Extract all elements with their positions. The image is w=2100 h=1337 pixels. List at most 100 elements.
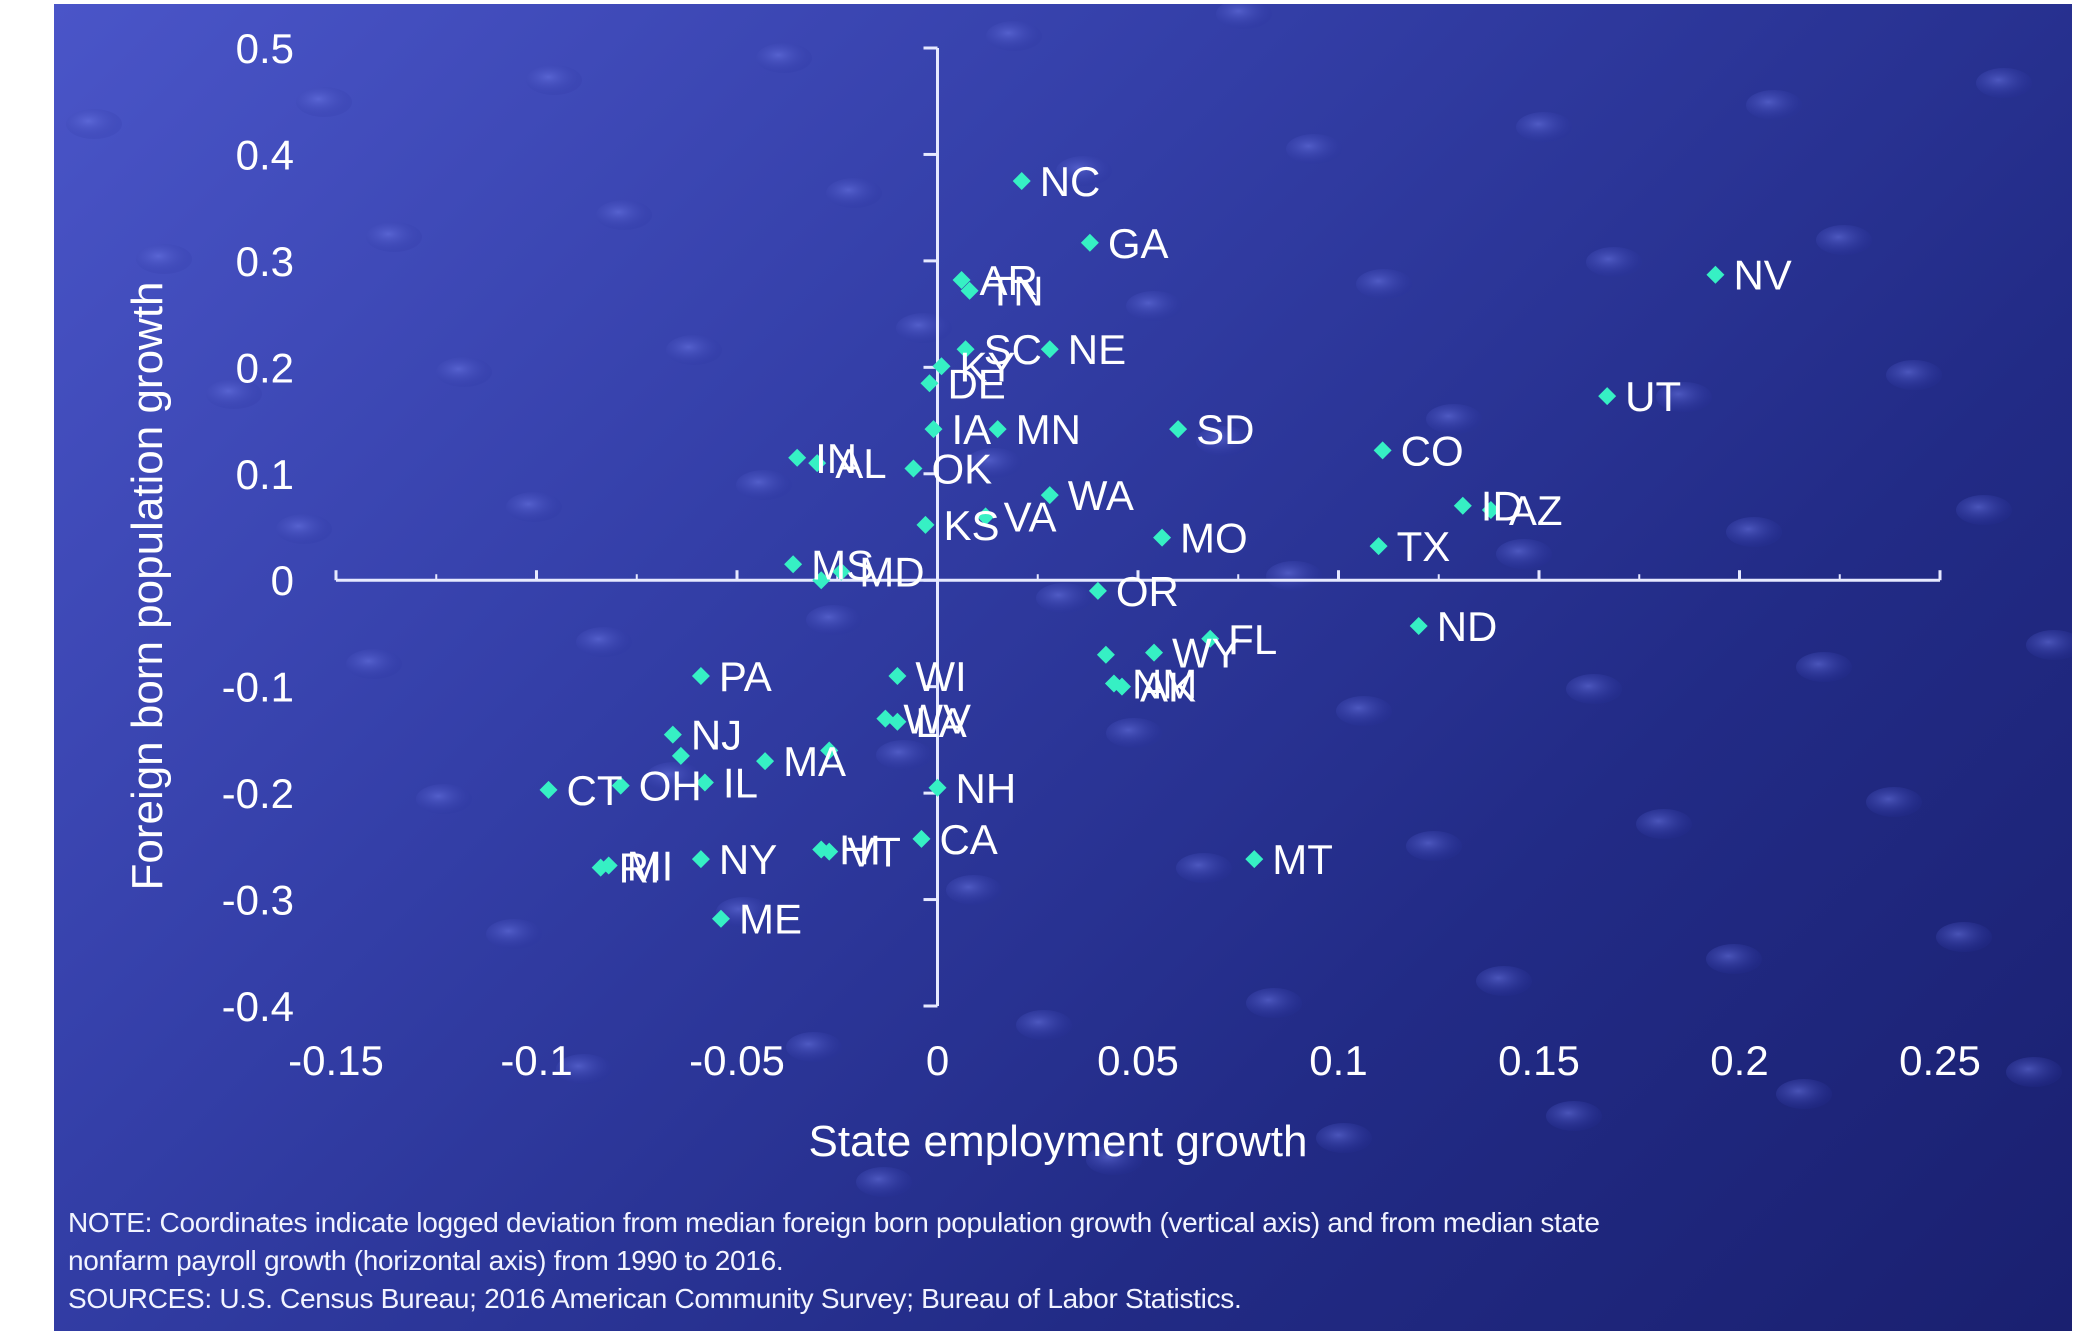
data-point-ok xyxy=(904,459,923,478)
x-tick-label: 0.05 xyxy=(1097,1037,1179,1084)
data-point-ne xyxy=(1040,340,1059,359)
data-point-ca xyxy=(912,829,931,848)
data-point-wi xyxy=(888,667,907,686)
y-tick-label: 0.2 xyxy=(236,344,294,391)
background-dot xyxy=(896,313,952,343)
y-tick-label: 0.5 xyxy=(236,25,294,72)
point-label-fl: FL xyxy=(1228,616,1277,663)
data-point-co xyxy=(1373,441,1392,460)
y-tick-label: -0.4 xyxy=(222,983,294,1030)
data-point-nc xyxy=(1012,172,1031,191)
data-point xyxy=(671,746,690,765)
point-label-co: CO xyxy=(1401,427,1464,474)
data-point-sd xyxy=(1169,420,1188,439)
background-dot xyxy=(66,109,122,139)
data-point-nv xyxy=(1706,265,1725,284)
point-label-ne: NE xyxy=(1068,326,1126,373)
point-label-az: AZ xyxy=(1509,487,1563,534)
background-dot xyxy=(736,470,792,500)
data-point-nd xyxy=(1409,616,1428,635)
background-dot xyxy=(1706,944,1762,974)
point-label-la: LA xyxy=(915,699,966,746)
y-tick-label: -0.1 xyxy=(222,664,294,711)
background-dot xyxy=(646,762,702,792)
point-label-vt: VT xyxy=(847,829,901,876)
background-dot xyxy=(826,178,882,208)
point-label-pa: PA xyxy=(719,653,772,700)
x-tick-label: 0.2 xyxy=(1710,1037,1768,1084)
point-label-ak: AK xyxy=(1140,664,1196,711)
point-label-wa: WA xyxy=(1068,472,1134,519)
background-dot xyxy=(946,875,1002,905)
data-point-ma xyxy=(756,752,775,771)
x-tick-label: 0 xyxy=(926,1037,949,1084)
data-point-in xyxy=(788,448,807,467)
background-dot xyxy=(1726,517,1782,547)
point-label-ut: UT xyxy=(1625,373,1681,420)
point-label-oh: OH xyxy=(639,763,702,810)
data-point-sc xyxy=(956,340,975,359)
point-label-il: IL xyxy=(723,759,758,806)
point-label-nc: NC xyxy=(1040,158,1101,205)
background-dot xyxy=(1246,988,1302,1018)
point-label-mn: MN xyxy=(1016,406,1081,453)
background-dot xyxy=(596,200,652,230)
point-label-wy: WY xyxy=(1172,630,1240,677)
y-tick-label: -0.2 xyxy=(222,770,294,817)
data-points xyxy=(539,172,1725,928)
point-label-ga: GA xyxy=(1108,220,1169,267)
point-label-ia: IA xyxy=(951,406,991,453)
point-label-ok: OK xyxy=(931,445,992,492)
point-label-hi: HI xyxy=(839,827,881,874)
background-dot xyxy=(966,448,1022,478)
data-point-mn xyxy=(988,420,1007,439)
data-point-ms xyxy=(784,555,803,574)
background-dot xyxy=(1956,495,2012,525)
x-tick-label: -0.1 xyxy=(500,1037,572,1084)
background-dot xyxy=(716,897,772,927)
background-dot xyxy=(1016,1010,1072,1040)
data-point-me xyxy=(711,909,730,928)
y-tick-label: 0.1 xyxy=(236,451,294,498)
point-label-sd: SD xyxy=(1196,406,1254,453)
background-dot xyxy=(1056,156,1112,186)
data-point-la xyxy=(888,712,907,731)
point-label-nd: ND xyxy=(1437,603,1498,650)
background-dot xyxy=(1866,787,1922,817)
scatter-chart: -0.15 -0.1 -0.05 0 0.05 0.1 0.15 0.2 0.25 -0.4-0… xyxy=(66,4,2072,1197)
y-tick-label: -0.3 xyxy=(222,877,294,924)
background-dot xyxy=(296,87,352,117)
point-label-sc: SC xyxy=(984,326,1042,373)
background-dot xyxy=(786,1032,842,1062)
data-point-tn xyxy=(960,281,979,300)
background-dot xyxy=(276,514,332,544)
point-label-me: ME xyxy=(739,896,802,943)
background-dot xyxy=(1406,831,1462,861)
data-point-nj xyxy=(663,725,682,744)
background-dot xyxy=(1126,291,1182,321)
background-dot xyxy=(1816,225,1872,255)
background-dot xyxy=(1496,539,1552,569)
background-dot xyxy=(366,222,422,252)
data-point-ak xyxy=(1112,677,1131,696)
background-dot xyxy=(1656,382,1712,412)
background-dot xyxy=(1776,1079,1832,1109)
background-dot xyxy=(506,492,562,522)
point-label-ky: KY xyxy=(960,343,1016,390)
data-point-ct xyxy=(539,780,558,799)
background-dot xyxy=(2026,630,2072,660)
background-dot xyxy=(1586,247,1642,277)
background-dot xyxy=(1036,583,1092,613)
background-dot xyxy=(1336,696,1392,726)
background-dot xyxy=(986,21,1042,51)
point-label-wv: WV xyxy=(903,696,971,743)
background-dot xyxy=(526,65,582,95)
point-label-nj: NJ xyxy=(691,712,742,759)
data-point-ia xyxy=(924,420,943,439)
background-dot xyxy=(136,244,192,274)
background-dot xyxy=(436,357,492,387)
data-point-va xyxy=(976,507,995,526)
data-point-or xyxy=(1088,581,1107,600)
background-dot xyxy=(1106,718,1162,748)
data-point-ut xyxy=(1598,387,1617,406)
